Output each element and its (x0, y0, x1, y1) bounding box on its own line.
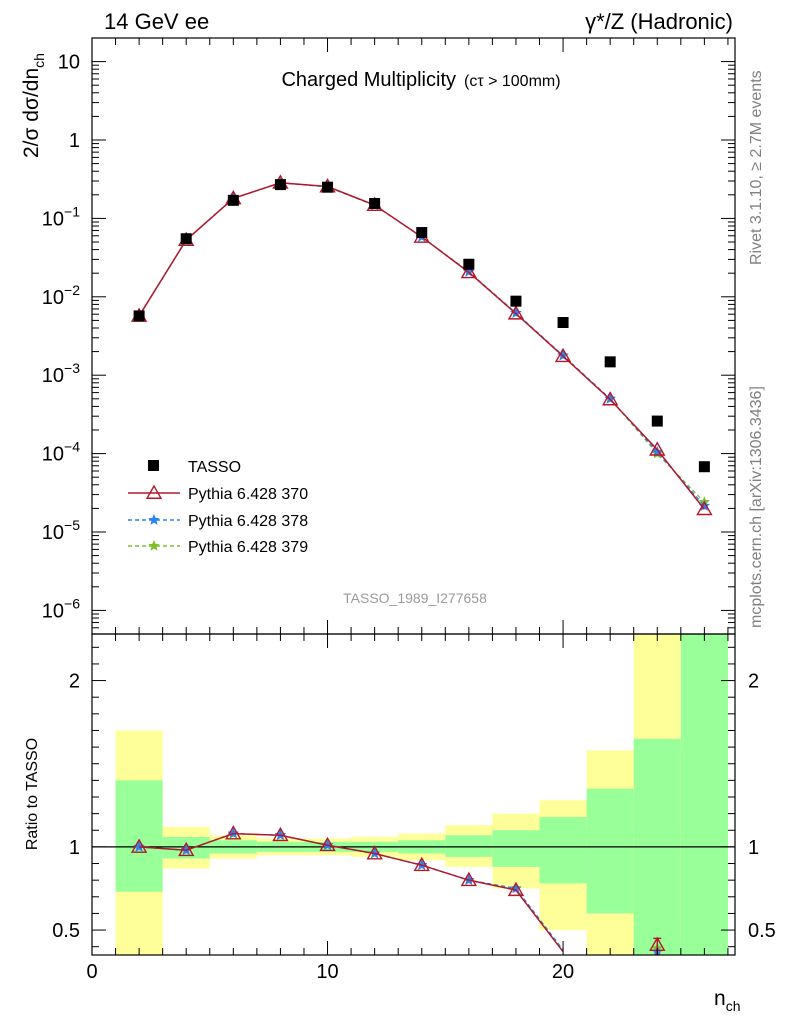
ratio-band-green (586, 788, 634, 914)
x-tick-label: 10 (316, 961, 338, 983)
legend-marker-star (148, 513, 160, 525)
main-y-tick-label: 10−2 (42, 282, 80, 309)
main-point-triangle (601, 391, 619, 406)
main-y-tick-label: 10 (58, 52, 80, 74)
ratio-point-triangle (319, 836, 336, 852)
main-point-triangle (696, 500, 713, 516)
main-point-triangle (507, 305, 525, 320)
main-point-star (604, 392, 617, 404)
ratio-y-tick-label-right: 0.5 (748, 920, 776, 942)
main-point-triangle (649, 441, 666, 456)
ratio-series-group (130, 825, 666, 955)
legend-marker-triangle (145, 484, 163, 499)
main-point-data (463, 258, 475, 270)
ratio-point-triangle (413, 856, 430, 872)
legend-label: TASSO (188, 459, 241, 476)
ratio-series-line (139, 832, 564, 953)
main-point-data (510, 295, 522, 307)
x-tick-label: 0 (86, 961, 97, 983)
ratio-y-axis-label: Ratio to TASSO (24, 738, 41, 850)
ratio-y-tick-label-left: 2 (69, 671, 80, 693)
main-point-triangle (554, 347, 572, 363)
ratio-y-tick-label-right: 1 (748, 837, 759, 859)
main-y-tick-label: 1 (69, 130, 80, 152)
mcplots-side-label: mcplots.cern.ch [arXiv:1306.3436] (748, 386, 765, 628)
main-point-data (416, 227, 428, 239)
main-point-data (227, 194, 239, 206)
main-plot-panel: Charged Multiplicity (cτ > 100mm) TASSO_… (20, 53, 713, 606)
ratio-plot-panel: Ratio to TASSO (24, 634, 735, 955)
ratio-frame (91, 633, 736, 956)
main-y-tick-label: 10−5 (42, 517, 80, 544)
main-point-data (133, 310, 145, 322)
ratio-point-triangle (507, 881, 525, 897)
main-y-tick-label: 10−6 (42, 595, 80, 622)
x-tick-label: 20 (552, 961, 574, 983)
ratio-point-triangle (225, 825, 242, 840)
rivet-side-label: Rivet 3.1.10, ≥ 2.7M events (748, 70, 765, 265)
legend-marker-data (148, 460, 159, 471)
main-point-data (180, 233, 192, 245)
main-series-group (130, 174, 713, 516)
legend-label: Pythia 6.428 379 (188, 539, 308, 556)
main-point-data (651, 415, 663, 427)
ratio-point-triangle (178, 841, 195, 857)
legend-marker-star (148, 539, 160, 551)
ratio-point-triangle (460, 871, 478, 887)
x-axis-label: nch (714, 987, 740, 1014)
main-point-data (274, 179, 286, 191)
main-point-data (322, 181, 334, 193)
ratio-band-green (115, 780, 163, 892)
main-layers (130, 174, 713, 516)
main-title: Charged Multiplicity (281, 69, 456, 91)
process-label: γ*/Z (Hadronic) (585, 9, 733, 34)
main-point-data (369, 197, 381, 209)
main-y-tick-label: 10−3 (42, 360, 80, 387)
ratio-y-tick-label-right: 2 (748, 671, 759, 693)
ratio-band-green (539, 816, 587, 884)
main-point-data (604, 356, 616, 368)
main-title-suffix: (cτ > 100mm) (464, 73, 561, 90)
legend-label: Pythia 6.428 378 (188, 513, 308, 530)
legend-label: Pythia 6.428 370 (188, 486, 308, 503)
ratio-band-green (445, 835, 493, 857)
main-point-star (557, 349, 569, 361)
legend: TASSO Pythia 6.428 370 Pythia 6.428 378 Pyt… (128, 459, 308, 556)
ratio-band-green (680, 634, 728, 955)
main-y-axis-label-text: 2/σ dσ/dnch (20, 53, 47, 158)
ratio-y-tick-label-left: 0.5 (52, 920, 80, 942)
main-point-data (557, 317, 569, 329)
main-point-triangle (460, 263, 478, 279)
main-point-data (698, 461, 710, 473)
main-point-star (510, 306, 522, 319)
ratio-y-tick-label-left: 1 (69, 837, 80, 859)
ratio-point-triangle (130, 838, 148, 853)
main-y-tick-label: 10−1 (42, 203, 80, 230)
main-y-ticks: 10 1 10−1 10−2 10−3 10−4 10−5 10−6 (42, 37, 735, 635)
ratio-point-triangle (366, 845, 383, 860)
main-y-tick-label: 10−4 (42, 439, 80, 466)
ratio-point-triangle (272, 826, 289, 842)
ratio-point-star (133, 840, 145, 852)
ratio-band-green (492, 830, 540, 867)
energy-label: 14 GeV ee (104, 9, 209, 34)
analysis-label: TASSO_1989_I277658 (343, 590, 487, 606)
ratio-layers (92, 634, 735, 955)
main-y-axis-label: 2/σ dσ/dnch (20, 53, 47, 158)
ratio-y-ticks: 0.5 0.5 1 1 2 2 (52, 646, 776, 948)
